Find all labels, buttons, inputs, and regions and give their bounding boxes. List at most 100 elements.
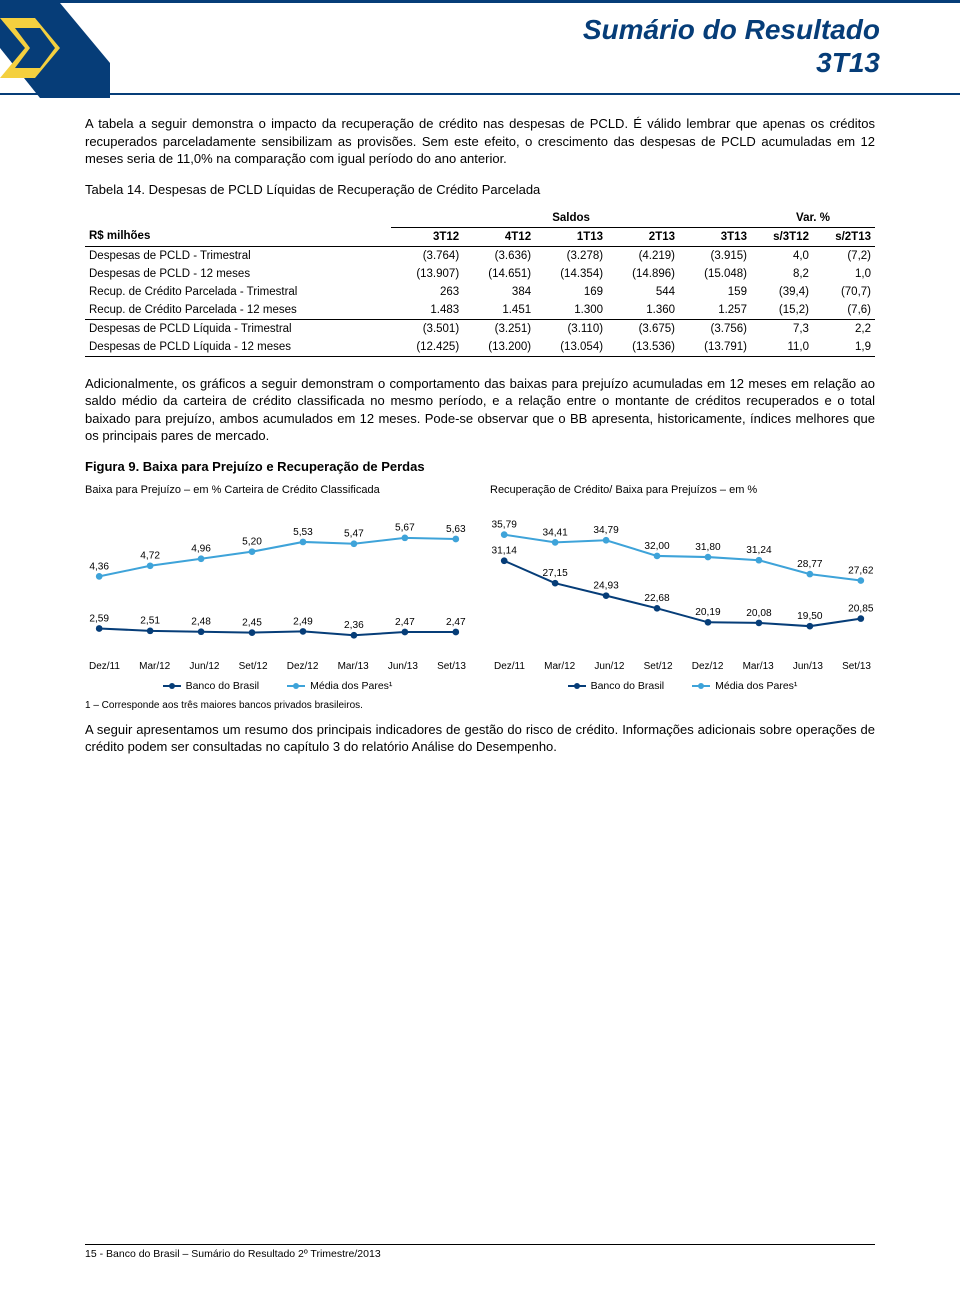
table14-col: 4T12 (463, 227, 535, 246)
table14-cell: (39,4) (751, 283, 813, 301)
table14-cell: (7,2) (813, 246, 875, 265)
figure9-title: Figura 9. Baixa para Prejuízo e Recupera… (85, 459, 875, 474)
table14-cell: (12.425) (391, 338, 463, 357)
table14-group-saldos: Saldos (391, 209, 751, 228)
svg-text:31,14: 31,14 (492, 546, 518, 557)
table14: Saldos Var. % R$ milhões3T124T121T132T13… (85, 209, 875, 357)
chart2-legend: Banco do Brasil Média dos Pares¹ (490, 680, 875, 692)
svg-text:5,67: 5,67 (395, 523, 415, 534)
table14-cell: (3.501) (391, 319, 463, 338)
svg-text:24,93: 24,93 (593, 580, 619, 591)
svg-text:2,47: 2,47 (446, 617, 466, 628)
table14-cell: (3.636) (463, 246, 535, 265)
chart1-column: Baixa para Prejuízo – em % Carteira de C… (85, 484, 470, 692)
svg-text:2,48: 2,48 (191, 616, 211, 627)
brand-logo (0, 3, 110, 98)
xaxis-label: Dez/11 (89, 661, 120, 672)
table14-cell: (15.048) (679, 265, 751, 283)
table14-col: s/2T13 (813, 227, 875, 246)
table14-cell: (3.675) (607, 319, 679, 338)
svg-text:31,24: 31,24 (746, 545, 772, 556)
chart2-xaxis: Dez/11Mar/12Jun/12Set/12Dez/12Mar/13Jun/… (490, 659, 875, 678)
table14-cell: (13.536) (607, 338, 679, 357)
table14-title: Tabela 14. Despesas de PCLD Líquidas de … (85, 182, 875, 197)
table14-cell: 1.483 (391, 301, 463, 320)
table14-cell: (13.054) (535, 338, 607, 357)
table14-cell: 159 (679, 283, 751, 301)
svg-text:34,41: 34,41 (542, 527, 568, 538)
table14-cell: 8,2 (751, 265, 813, 283)
paragraph-2: Adicionalmente, os gráficos a seguir dem… (85, 375, 875, 445)
xaxis-label: Jun/12 (189, 661, 219, 672)
table14-cell: (3.251) (463, 319, 535, 338)
chart2-caption: Recuperação de Crédito/ Baixa para Preju… (490, 484, 875, 496)
xaxis-label: Set/13 (437, 661, 466, 672)
table14-cell: (7,6) (813, 301, 875, 320)
svg-text:31,80: 31,80 (695, 542, 721, 553)
table14-cell: 7,3 (751, 319, 813, 338)
xaxis-label: Mar/12 (544, 661, 575, 672)
footer-text: 15 - Banco do Brasil – Sumário do Result… (85, 1248, 381, 1260)
xaxis-label: Dez/11 (494, 661, 525, 672)
svg-text:32,00: 32,00 (644, 541, 670, 552)
table14-cell: 169 (535, 283, 607, 301)
table14-cell: (3.915) (679, 246, 751, 265)
table14-cell: Despesas de PCLD Líquida - 12 meses (85, 338, 391, 357)
svg-text:2,59: 2,59 (89, 613, 109, 624)
xaxis-label: Set/13 (842, 661, 871, 672)
svg-text:28,77: 28,77 (797, 559, 823, 570)
table14-cell: 1,0 (813, 265, 875, 283)
table14-cell: (13.907) (391, 265, 463, 283)
svg-text:2,45: 2,45 (242, 617, 262, 628)
table14-cell: 544 (607, 283, 679, 301)
table14-cell: 263 (391, 283, 463, 301)
xaxis-label: Set/12 (239, 661, 268, 672)
svg-text:4,72: 4,72 (140, 551, 160, 562)
table14-col: 2T13 (607, 227, 679, 246)
chart1: 4,364,724,965,205,535,475,675,632,592,51… (85, 504, 470, 656)
paragraph-3: A seguir apresentamos um resumo dos prin… (85, 721, 875, 756)
chart1-caption: Baixa para Prejuízo – em % Carteira de C… (85, 484, 470, 496)
table14-cell: (3.756) (679, 319, 751, 338)
table14-cell: Despesas de PCLD - 12 meses (85, 265, 391, 283)
xaxis-label: Jun/13 (793, 661, 823, 672)
table14-col: s/3T12 (751, 227, 813, 246)
svg-text:2,36: 2,36 (344, 620, 364, 631)
xaxis-label: Dez/12 (287, 661, 319, 672)
intro-paragraph: A tabela a seguir demonstra o impacto da… (85, 115, 875, 168)
table14-cell: 384 (463, 283, 535, 301)
table14-col: R$ milhões (85, 227, 391, 246)
svg-text:22,68: 22,68 (644, 593, 670, 604)
svg-text:2,47: 2,47 (395, 617, 415, 628)
table14-group-var: Var. % (751, 209, 875, 228)
table14-cell: 1.257 (679, 301, 751, 320)
table14-cell: 11,0 (751, 338, 813, 357)
page-footer: 15 - Banco do Brasil – Sumário do Result… (85, 1244, 875, 1260)
table14-cell: (3.764) (391, 246, 463, 265)
table14-cell: 1.300 (535, 301, 607, 320)
xaxis-label: Mar/13 (743, 661, 774, 672)
legend-bb: Banco do Brasil (163, 680, 260, 692)
svg-text:5,20: 5,20 (242, 536, 262, 547)
chart1-legend: Banco do Brasil Média dos Pares¹ (85, 680, 470, 692)
page-content: A tabela a seguir demonstra o impacto da… (0, 95, 960, 756)
chart-footnote: 1 – Corresponde aos três maiores bancos … (85, 700, 875, 711)
table14-cell: Despesas de PCLD - Trimestral (85, 246, 391, 265)
xaxis-label: Jun/12 (594, 661, 624, 672)
table14-cell: (4.219) (607, 246, 679, 265)
table14-cell: 1.451 (463, 301, 535, 320)
table14-cell: (3.278) (535, 246, 607, 265)
svg-text:20,85: 20,85 (848, 603, 874, 614)
table14-cell: (15,2) (751, 301, 813, 320)
page-header: Sumário do Resultado 3T13 (0, 0, 960, 95)
svg-text:4,96: 4,96 (191, 543, 211, 554)
table14-col: 3T13 (679, 227, 751, 246)
svg-text:34,79: 34,79 (593, 525, 619, 536)
header-title-block: Sumário do Resultado 3T13 (583, 13, 880, 79)
table14-col: 3T12 (391, 227, 463, 246)
xaxis-label: Mar/13 (338, 661, 369, 672)
svg-text:19,50: 19,50 (797, 611, 823, 622)
svg-text:2,51: 2,51 (140, 616, 160, 627)
table14-cell: (14.896) (607, 265, 679, 283)
xaxis-label: Jun/13 (388, 661, 418, 672)
